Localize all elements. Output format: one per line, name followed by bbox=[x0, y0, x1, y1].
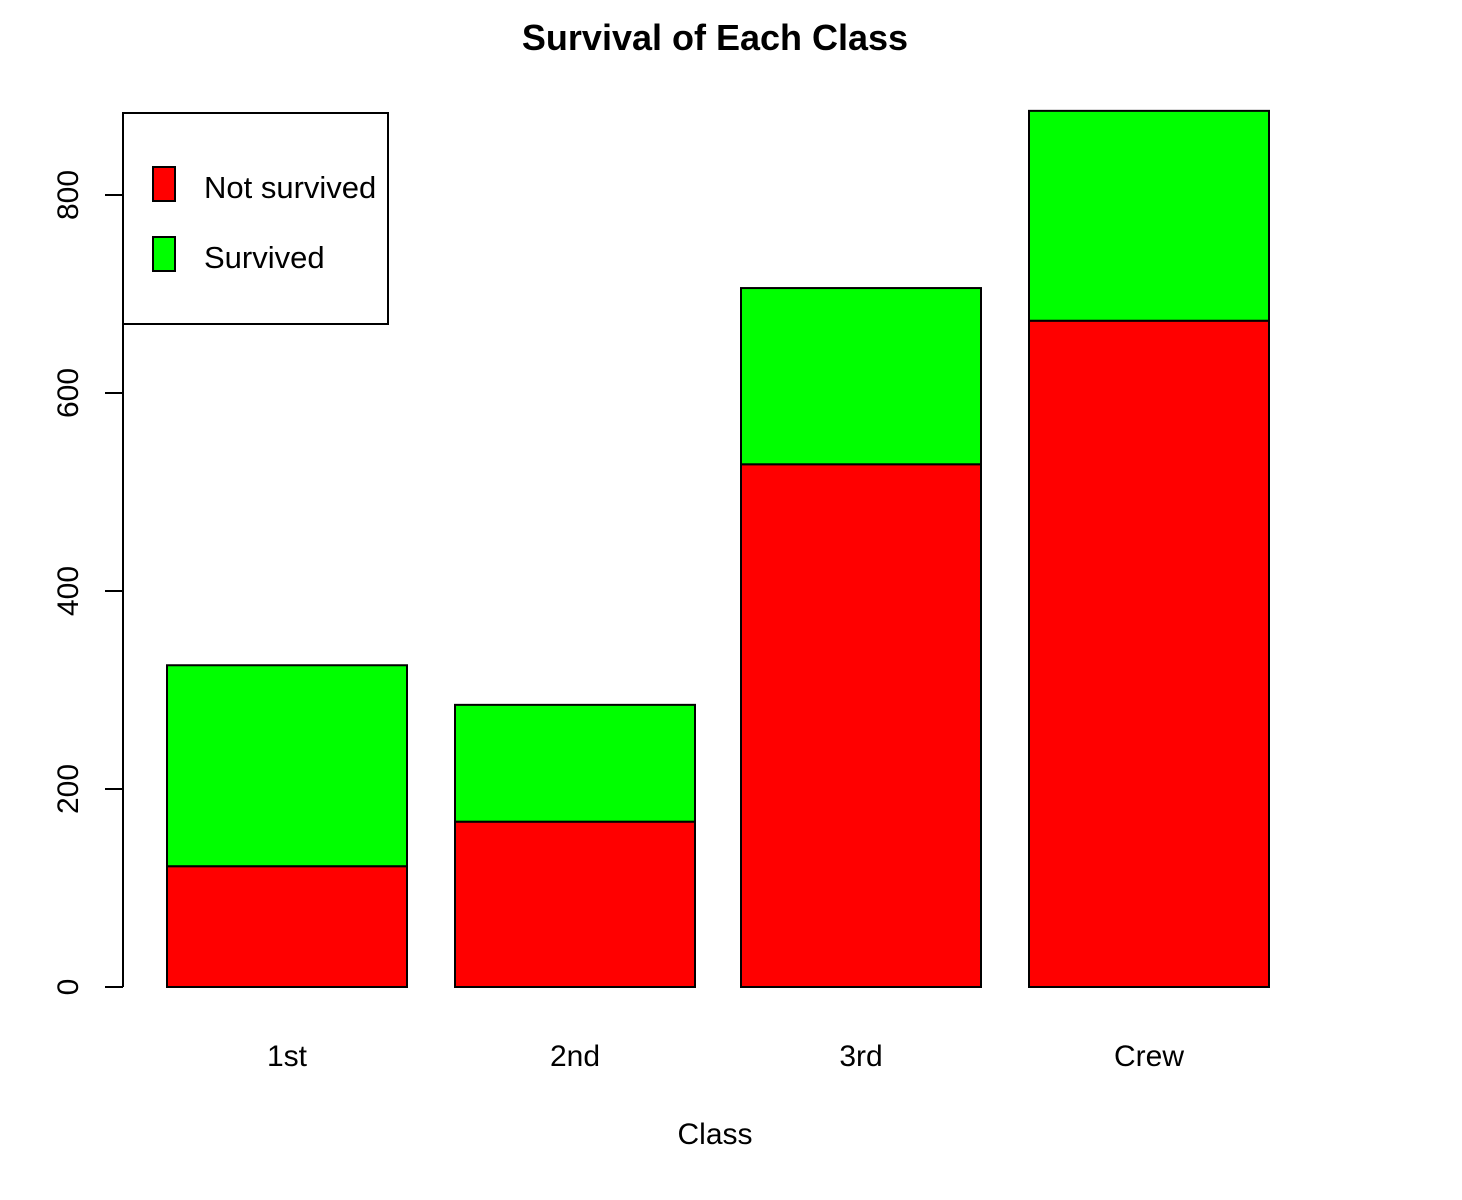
legend-label-survived: Survived bbox=[204, 240, 325, 275]
y-tick-label: 600 bbox=[52, 368, 85, 418]
bar-1st-survived bbox=[166, 664, 408, 868]
legend-label-not-survived: Not survived bbox=[204, 170, 376, 205]
bar-1st-not-survived bbox=[166, 865, 408, 988]
legend-swatch-not-survived bbox=[152, 166, 176, 202]
x-tick-labels: 1st 2nd 3rd Crew bbox=[267, 1040, 1184, 1073]
x-tick-label: Crew bbox=[1114, 1040, 1184, 1073]
x-axis-label: Class bbox=[677, 1118, 752, 1151]
bar-2nd-survived bbox=[454, 703, 696, 823]
legend-swatch-survived bbox=[152, 236, 176, 272]
y-tick-label: 200 bbox=[52, 764, 85, 814]
y-axis: 0 200 400 600 800 bbox=[52, 170, 124, 996]
x-tick-label: 3rd bbox=[839, 1040, 882, 1073]
x-tick-label: 1st bbox=[267, 1040, 308, 1073]
bars-group bbox=[166, 109, 1270, 989]
x-tick-label: 2nd bbox=[550, 1040, 600, 1073]
bar-crew-not-survived bbox=[1028, 319, 1270, 989]
bar-crew-survived bbox=[1028, 109, 1270, 322]
y-tick-label: 0 bbox=[52, 979, 85, 996]
bar-3rd-survived bbox=[740, 287, 982, 466]
legend: Not survived Survived bbox=[122, 112, 389, 325]
chart-title: Survival of Each Class bbox=[522, 17, 908, 58]
bar-2nd-not-survived bbox=[454, 820, 696, 988]
y-tick-label: 400 bbox=[52, 566, 85, 616]
y-tick-label: 800 bbox=[52, 170, 85, 220]
legend-box bbox=[122, 112, 389, 325]
bar-3rd-not-survived bbox=[740, 463, 982, 988]
